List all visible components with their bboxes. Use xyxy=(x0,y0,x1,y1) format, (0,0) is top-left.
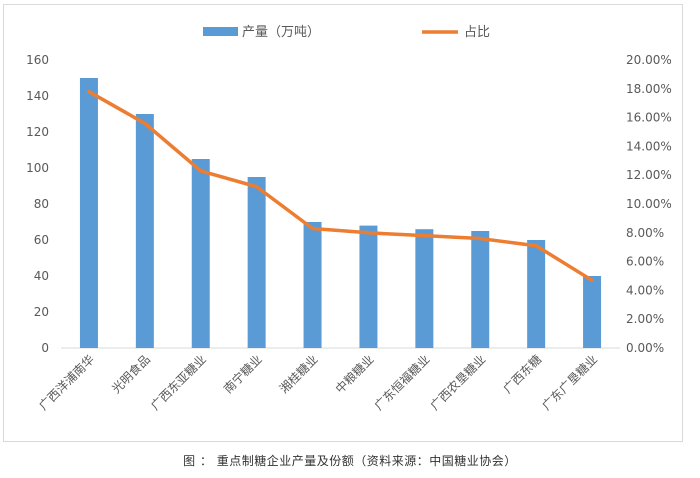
y-left-tick-label: 80 xyxy=(34,197,49,211)
y-right-tick-label: 6.00% xyxy=(626,255,664,269)
bar xyxy=(583,276,602,348)
legend-bar-label: 产量（万吨） xyxy=(242,25,320,40)
bar xyxy=(135,114,154,348)
legend-line-label: 占比 xyxy=(464,25,490,40)
share-line xyxy=(87,89,594,283)
category-label: 广西洋浦南华 xyxy=(36,352,98,414)
bar xyxy=(303,222,322,348)
y-right-tick-label: 12.00% xyxy=(626,168,672,182)
y-right-tick-label: 14.00% xyxy=(626,139,672,153)
category-label: 广东恒福糖业 xyxy=(371,352,433,414)
bar xyxy=(79,78,98,348)
y-left-tick-label: 140 xyxy=(26,89,49,103)
bar xyxy=(471,231,490,348)
y-right-tick-label: 10.00% xyxy=(626,197,672,211)
y-right-tick-label: 4.00% xyxy=(626,283,664,297)
y-right-tick-label: 2.00% xyxy=(626,312,664,326)
category-label: 南宁糖业 xyxy=(220,352,265,397)
y-right-tick-label: 18.00% xyxy=(626,82,672,96)
y-left-tick-label: 20 xyxy=(34,305,49,319)
y-left-tick-label: 160 xyxy=(26,53,49,67)
bar xyxy=(415,229,434,348)
bar xyxy=(527,240,546,348)
y-right-tick-label: 20.00% xyxy=(626,53,672,67)
y-left-tick-label: 60 xyxy=(34,233,49,247)
category-label: 广西农垦糖业 xyxy=(427,352,489,414)
bar xyxy=(359,225,378,348)
y-right-tick-label: 8.00% xyxy=(626,226,664,240)
category-label: 湘桂糖业 xyxy=(276,352,321,397)
category-label: 广东广垦糖业 xyxy=(539,352,601,414)
bar xyxy=(247,177,266,348)
category-label: 广西东糖 xyxy=(500,352,545,397)
y-right-tick-label: 0.00% xyxy=(626,341,664,355)
y-left-tick-label: 0 xyxy=(41,341,49,355)
y-left-tick-label: 120 xyxy=(26,125,49,139)
y-right-tick-label: 16.00% xyxy=(626,111,672,125)
y-left-tick-label: 40 xyxy=(34,269,49,283)
category-label: 光明食品 xyxy=(108,352,153,397)
bar xyxy=(191,159,210,348)
y-left-tick-label: 100 xyxy=(26,161,49,175)
chart-frame xyxy=(3,4,683,442)
chart-caption: 图 ： 重点制糖企业产量及份额（资料来源：中国糖业协会） xyxy=(183,454,517,468)
category-label: 中粮糖业 xyxy=(332,352,377,397)
legend-bar-swatch xyxy=(203,27,238,36)
category-label: 广西东亚糖业 xyxy=(147,352,209,414)
